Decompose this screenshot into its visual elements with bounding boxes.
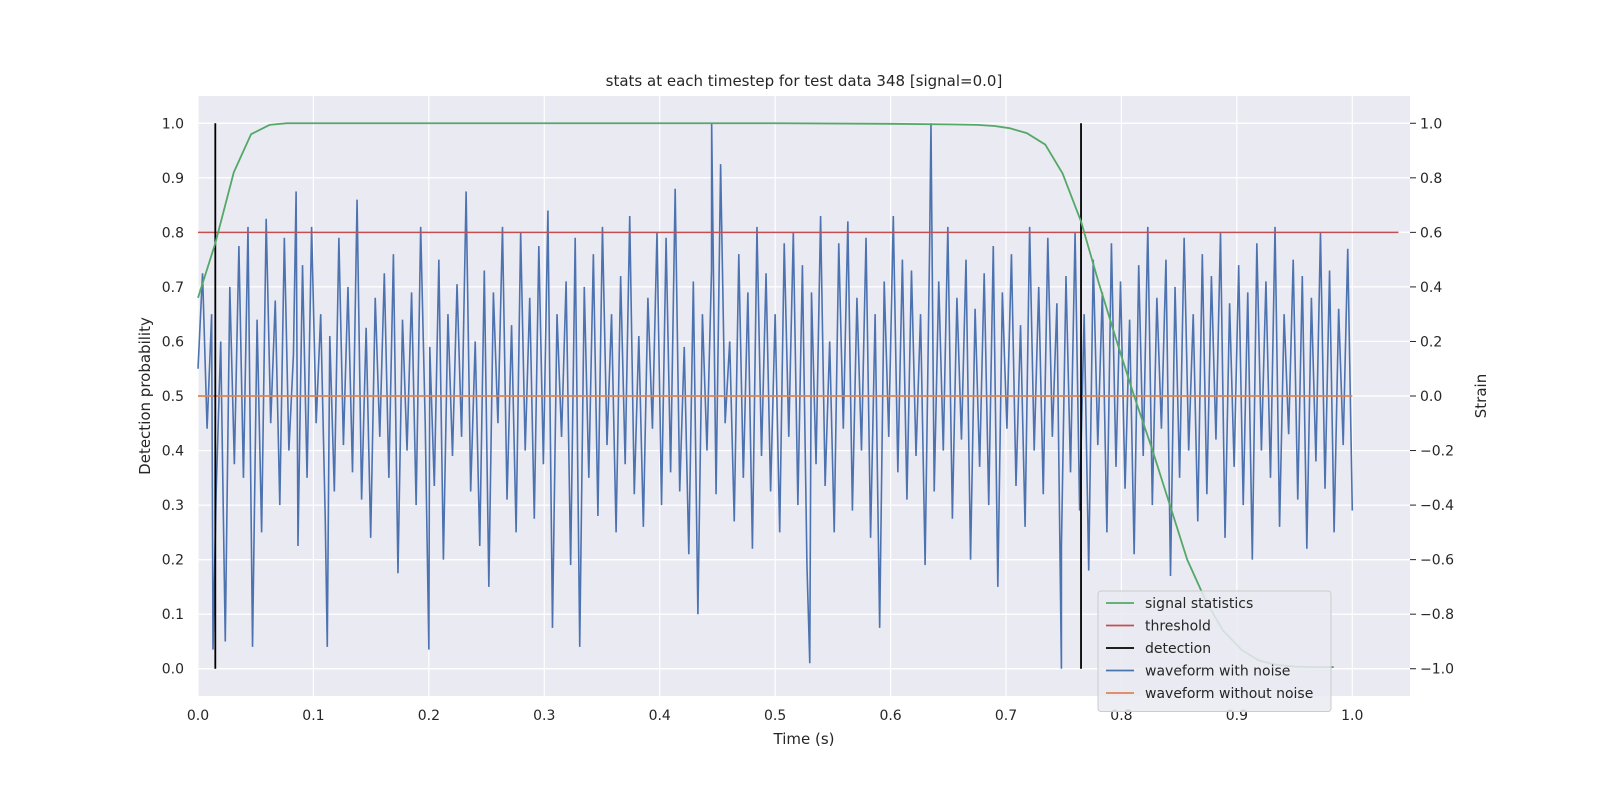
chart-title: stats at each timestep for test data 348…: [606, 72, 1003, 90]
y-left-tick-label: 0.1: [162, 607, 184, 623]
y-right-tick-label: −1.0: [1420, 662, 1454, 678]
y-right-tick-label: 0.0: [1420, 389, 1442, 405]
y-axis-right-label: Strain: [1472, 374, 1490, 418]
legend: signal statistics threshold detection wavef…: [1097, 590, 1332, 712]
x-tick-label: 0.4: [649, 708, 671, 724]
tick-labels: 0.0 0.1 0.2 0.3 0.4 0.5 0.6 0.7 0.8 0.9 1.0 0.0 0.1 0…: [162, 116, 1454, 724]
legend-label: signal statistics: [1145, 596, 1253, 612]
y-left-tick-label: 0.6: [162, 334, 184, 350]
y-left-tick-label: 0.2: [162, 553, 184, 569]
series-waveform-with-noise: [197, 123, 1354, 669]
x-tick-label: 0.3: [533, 708, 555, 724]
y-left-tick-label: 0.3: [162, 498, 184, 514]
legend-label: waveform with noise: [1145, 664, 1290, 680]
x-tick-label: 0.1: [302, 708, 324, 724]
y-right-tick-label: −0.8: [1420, 607, 1454, 623]
x-tick-label: 1.0: [1341, 708, 1363, 724]
legend-label: detection: [1145, 641, 1211, 657]
y-right-tick-label: 1.0: [1420, 116, 1442, 132]
y-left-tick-label: 1.0: [162, 116, 184, 132]
y-right-tick-label: 0.8: [1420, 171, 1442, 187]
y-right-tick-label: −0.6: [1420, 553, 1454, 569]
y-right-tick-label: 0.4: [1420, 280, 1442, 296]
y-left-tick-label: 0.9: [162, 171, 184, 187]
x-tick-label: 0.5: [764, 708, 786, 724]
y-right-tick-label: 0.6: [1420, 225, 1442, 241]
y-left-tick-label: 0.7: [162, 280, 184, 296]
x-axis-label: Time (s): [773, 730, 835, 748]
x-tick-label: 0.7: [995, 708, 1017, 724]
y-right-tick-label: −0.4: [1420, 498, 1454, 514]
y-right-tick-label: −0.2: [1420, 444, 1454, 460]
y-left-tick-label: 0.5: [162, 389, 184, 405]
y-axis-left-label: Detection probability: [136, 317, 154, 475]
legend-label: threshold: [1145, 619, 1211, 635]
legend-label: waveform without noise: [1145, 686, 1313, 702]
y-right-tick-label: 0.2: [1420, 334, 1442, 350]
legend-box: [1097, 590, 1332, 712]
x-tick-label: 0.2: [418, 708, 440, 724]
y-left-tick-label: 0.0: [162, 662, 184, 678]
x-tick-label: 0.0: [187, 708, 209, 724]
y-left-tick-label: 0.4: [162, 444, 184, 460]
y-left-tick-label: 0.8: [162, 225, 184, 241]
x-tick-label: 0.6: [879, 708, 901, 724]
